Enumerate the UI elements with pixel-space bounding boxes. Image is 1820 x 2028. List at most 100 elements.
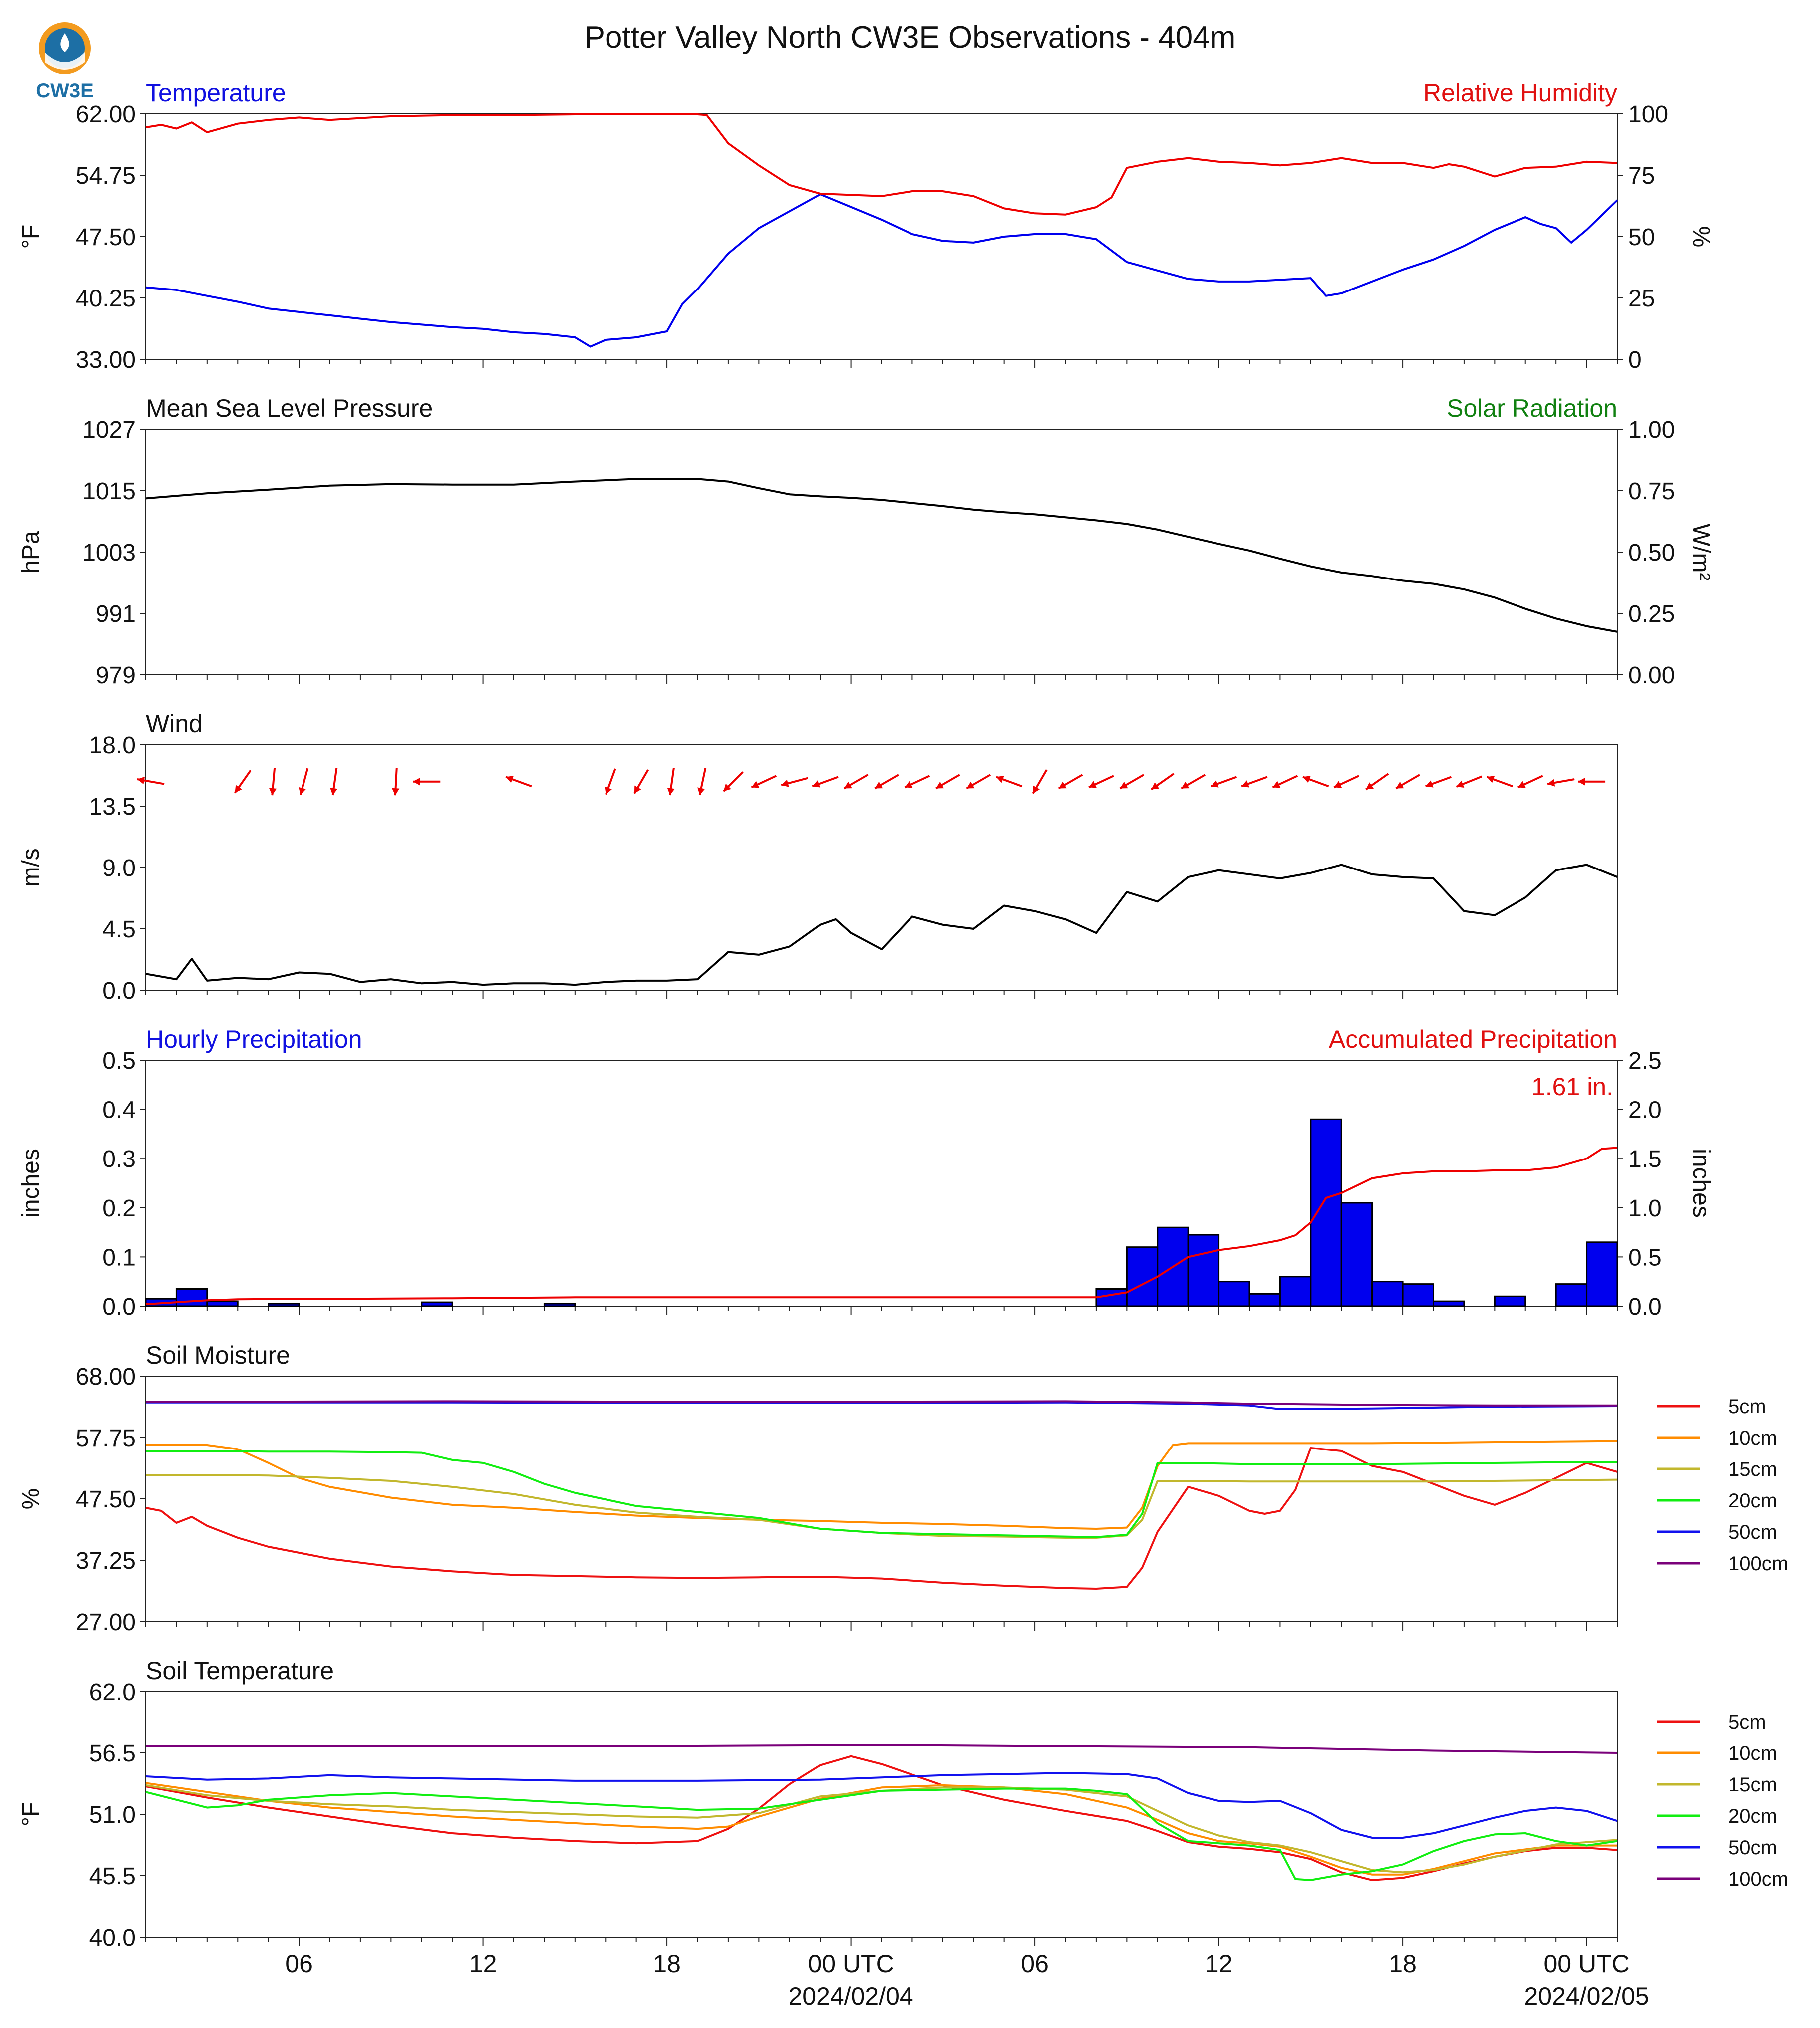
x-tick-label: 18 — [1389, 1950, 1417, 1978]
y-tick-label-left: 56.5 — [89, 1740, 136, 1767]
y-tick-label-left: 1015 — [82, 478, 136, 505]
y-tick-label-left: 0.2 — [102, 1195, 136, 1222]
panel-title-right: Relative Humidity — [1423, 79, 1617, 107]
wind-arrow-head — [936, 781, 944, 789]
series-line-mean-sea-level-pressure — [145, 478, 1618, 633]
wind-arrow-head — [413, 778, 420, 786]
legend-label: 15cm — [1728, 1458, 1777, 1480]
wind-arrow-head — [1088, 781, 1097, 788]
y-tick-label-left: 0.4 — [102, 1097, 136, 1124]
wind-arrow-head — [697, 787, 705, 795]
y-tick-label-right: 0.50 — [1628, 540, 1675, 566]
y-tick-label-left: 1027 — [82, 417, 136, 443]
series-line-5cm — [145, 1447, 1618, 1590]
legend-label: 10cm — [1728, 1742, 1777, 1764]
x-tick-label: 06 — [285, 1950, 313, 1978]
wind-arrow — [1151, 773, 1175, 791]
wind-arrow — [413, 778, 441, 786]
wind-arrow-head — [269, 788, 277, 796]
x-tick-label: 00 UTC — [1543, 1950, 1629, 1978]
y-tick-label-left: 57.75 — [76, 1425, 136, 1451]
wind-arrow — [1181, 774, 1206, 790]
y-axis-label-left: inches — [18, 1149, 44, 1218]
series-line-15cm — [145, 1784, 1618, 1874]
x-tick-label: 18 — [653, 1950, 681, 1978]
wind-arrow-head — [844, 781, 852, 789]
series-line-relative-humidity — [145, 113, 1618, 216]
wind-arrow — [812, 776, 839, 788]
panel-frame — [145, 113, 1618, 360]
series-line-100cm — [146, 1744, 1618, 1754]
wind-arrow — [723, 771, 744, 792]
series-line-20cm — [146, 1450, 1617, 1538]
wind-arrow — [1486, 775, 1513, 788]
panel-frame — [145, 744, 1618, 991]
precip-bar — [1248, 1293, 1281, 1307]
precip-bar — [1279, 1276, 1312, 1307]
y-tick-label-right: 2.5 — [1628, 1048, 1662, 1074]
precip-bar — [1310, 1118, 1342, 1307]
y-tick-label-right: 25 — [1628, 286, 1655, 312]
series-line-10cm — [146, 1440, 1618, 1530]
y-tick-label-left: 27.00 — [76, 1609, 136, 1636]
x-tick-label: 12 — [1205, 1950, 1233, 1978]
wind-arrow — [751, 775, 777, 789]
legend-label: 20cm — [1728, 1490, 1777, 1512]
series-line-5cm — [145, 1755, 1618, 1881]
y-tick-label-left: 45.5 — [89, 1863, 136, 1890]
wind-arrow — [1241, 776, 1268, 788]
y-tick-label-right: 0.0 — [1628, 1294, 1662, 1320]
wind-arrow-head — [751, 781, 760, 788]
y-axis-label-right: W/m² — [1688, 524, 1714, 581]
wind-arrow-head — [299, 787, 306, 795]
wind-arrow — [269, 768, 277, 796]
wind-arrow — [1456, 775, 1483, 788]
wind-arrow-head — [1487, 775, 1495, 783]
y-tick-label-left: 0.0 — [102, 978, 136, 1004]
wind-arrow — [935, 774, 960, 790]
y-tick-label-left: 1003 — [82, 540, 136, 566]
wind-arrow — [1119, 774, 1145, 790]
y-tick-label-left: 0.5 — [102, 1048, 136, 1074]
y-axis-label-right: % — [1688, 226, 1714, 248]
wind-arrow — [781, 777, 808, 787]
y-tick-label-right: 1.00 — [1628, 417, 1675, 443]
y-tick-label-left: 37.25 — [76, 1548, 136, 1574]
wind-arrow — [1032, 769, 1048, 794]
y-tick-label-left: 0.0 — [102, 1294, 136, 1320]
wind-arrow — [605, 768, 616, 795]
wind-arrow — [1517, 775, 1543, 789]
panel-frame — [145, 1691, 1618, 1938]
y-tick-label-left: 979 — [96, 662, 136, 689]
panel-title-left: Temperature — [146, 79, 286, 107]
y-tick-label-left: 0.1 — [102, 1244, 136, 1271]
x-tick-label: 00 UTC — [808, 1950, 894, 1978]
legend-label: 10cm — [1728, 1427, 1777, 1449]
y-tick-label-left: 62.0 — [89, 1679, 136, 1706]
wind-arrow — [137, 776, 165, 785]
wind-arrow-head — [1334, 781, 1342, 788]
y-tick-label-right: 0.25 — [1628, 601, 1675, 627]
wind-arrow — [667, 768, 675, 796]
wind-arrow-head — [605, 786, 612, 795]
wind-arrow — [633, 769, 649, 794]
series-line-15cm — [146, 1474, 1618, 1539]
panel-title-left: Soil Temperature — [146, 1657, 334, 1685]
wind-arrow — [1395, 774, 1420, 790]
series-line-50cm — [146, 1401, 1618, 1410]
wind-arrow — [330, 768, 338, 796]
wind-arrow-head — [1181, 781, 1190, 789]
y-tick-label-right: 0.00 — [1628, 662, 1675, 689]
wind-arrow-head — [996, 775, 1004, 783]
y-tick-label-left: 54.75 — [76, 163, 136, 189]
y-tick-label-left: 51.0 — [89, 1802, 136, 1828]
legend: 5cm 10cm 15cm 20cm 50cm 100cm — [1657, 1711, 1788, 1890]
wind-arrow-head — [1425, 780, 1434, 788]
precip-bar — [421, 1301, 453, 1307]
panel-title-left: Wind — [146, 710, 203, 738]
wind-arrow-head — [875, 781, 883, 789]
y-axis-label-left: % — [18, 1488, 44, 1510]
panel-temperature-humidity: Temperature Relative Humidity 62.00 54.75 47… — [18, 79, 1714, 373]
wind-arrow — [1272, 775, 1298, 789]
